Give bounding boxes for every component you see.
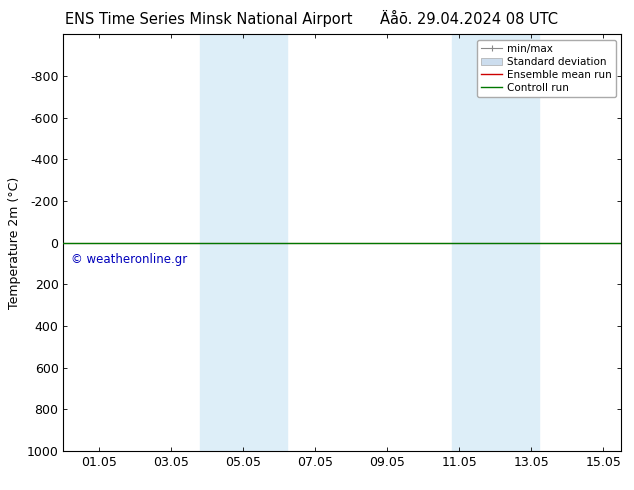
Bar bbox=[200, 34, 287, 451]
Text: Äåõ. 29.04.2024 08 UTC: Äåõ. 29.04.2024 08 UTC bbox=[380, 12, 558, 27]
Y-axis label: Temperature 2m (°C): Temperature 2m (°C) bbox=[8, 176, 21, 309]
Legend: min/max, Standard deviation, Ensemble mean run, Controll run: min/max, Standard deviation, Ensemble me… bbox=[477, 40, 616, 97]
Bar bbox=[452, 34, 538, 451]
Text: ENS Time Series Minsk National Airport: ENS Time Series Minsk National Airport bbox=[65, 12, 353, 27]
Text: © weatheronline.gr: © weatheronline.gr bbox=[70, 253, 187, 266]
